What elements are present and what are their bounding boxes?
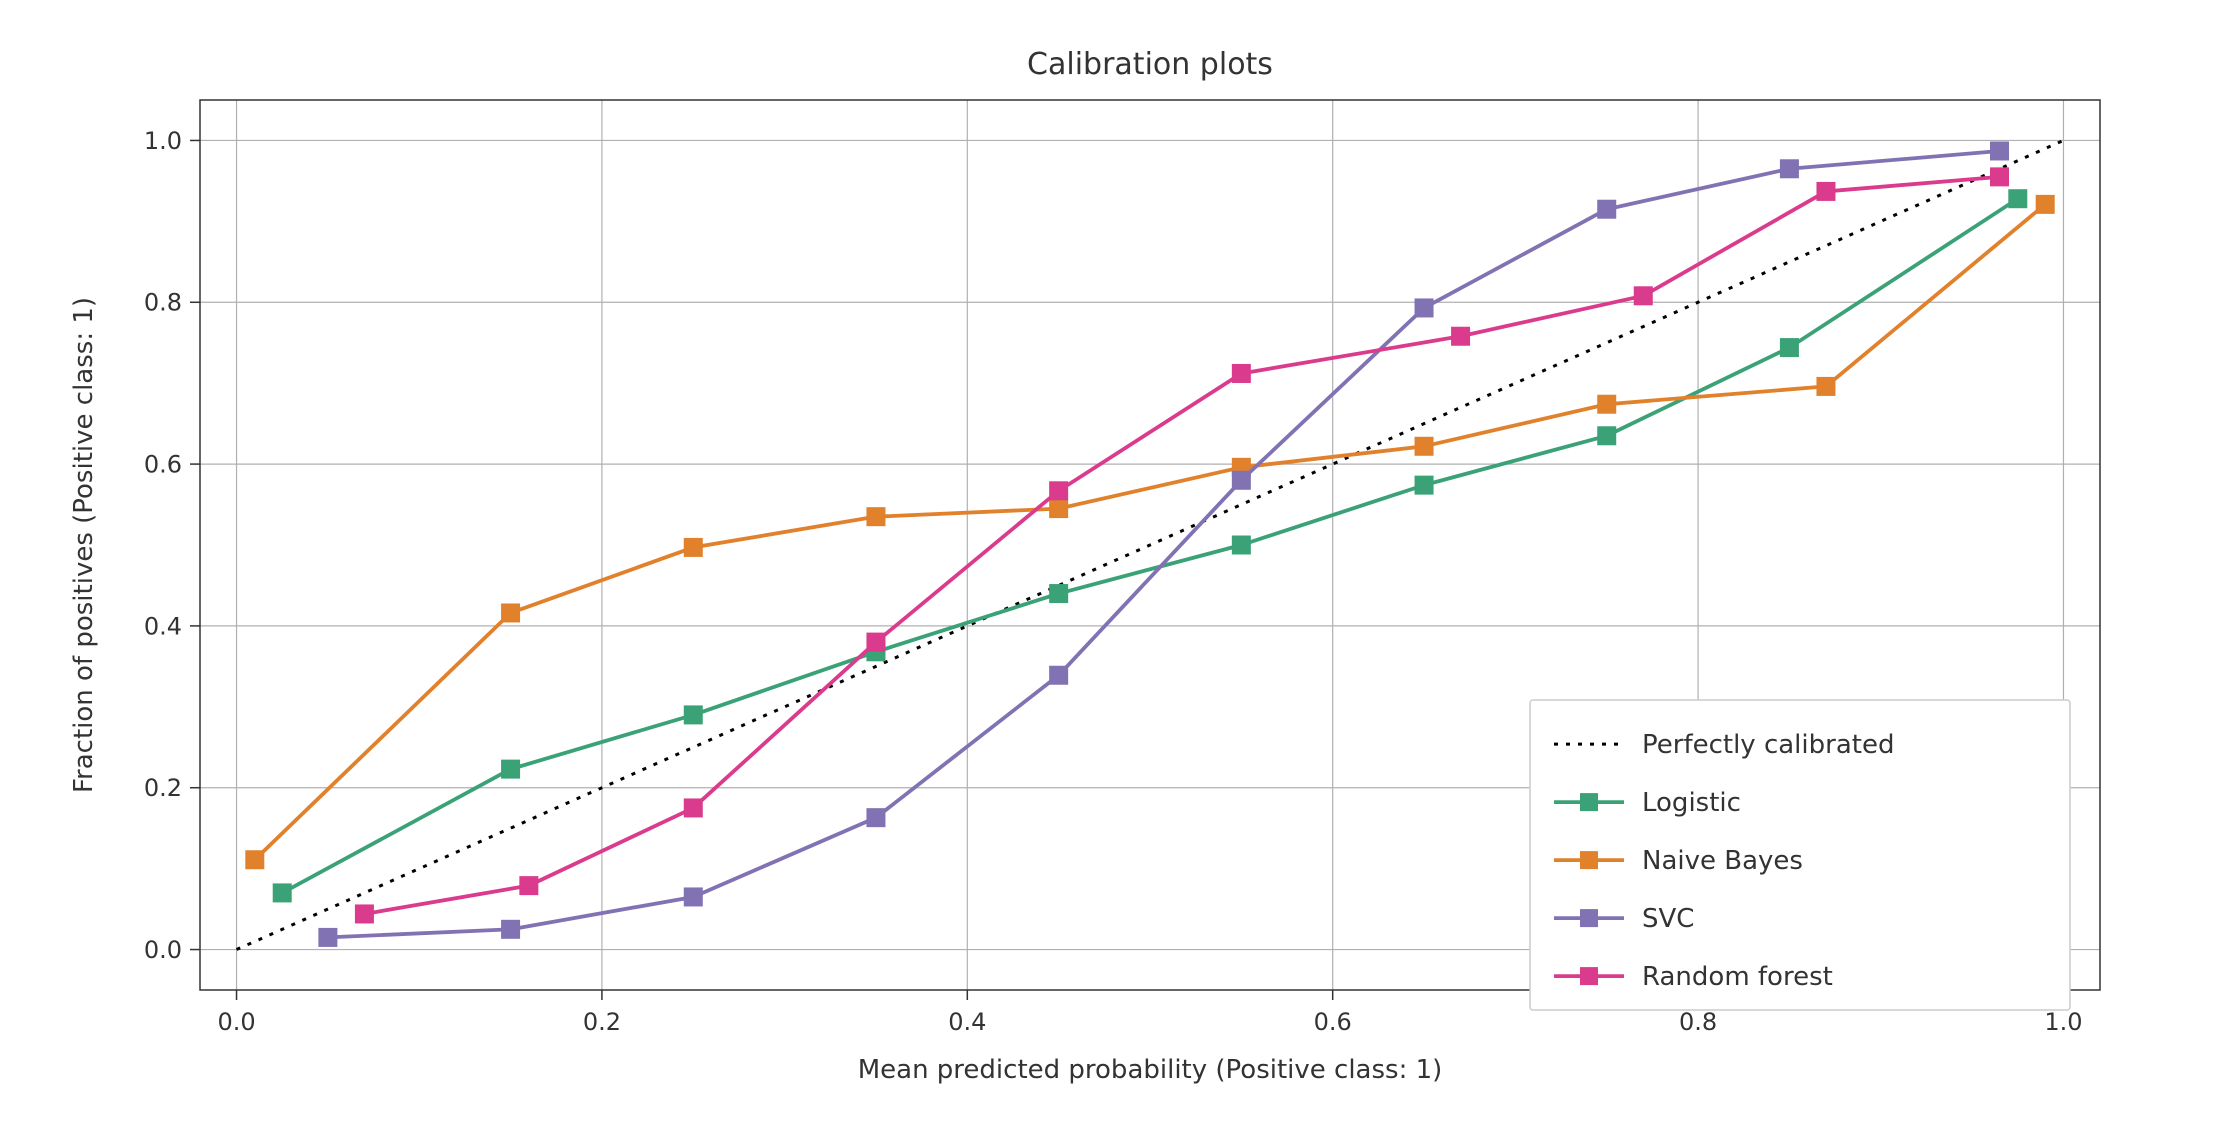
chart-container: { "chart": { "type": "line", "width": 22… (0, 0, 2226, 1124)
series-marker (1050, 666, 1068, 684)
series-marker (1415, 299, 1433, 317)
x-tick-label: 0.2 (583, 1008, 621, 1036)
series-marker (1817, 182, 1835, 200)
x-tick-label: 1.0 (2044, 1008, 2082, 1036)
series-marker (273, 884, 291, 902)
y-tick-label: 1.0 (144, 127, 182, 155)
series-marker (1598, 395, 1616, 413)
legend-label: Naive Bayes (1642, 846, 1803, 876)
legend-label: SVC (1642, 904, 1694, 934)
series-marker (319, 928, 337, 946)
series-marker (1991, 168, 2009, 186)
x-tick-label: 0.0 (217, 1008, 255, 1036)
series-marker (1598, 427, 1616, 445)
series-marker (684, 888, 702, 906)
series-marker (1634, 287, 1652, 305)
series-marker (1415, 476, 1433, 494)
series-marker (502, 920, 520, 938)
x-tick-label: 0.4 (948, 1008, 986, 1036)
x-axis-label: Mean predicted probability (Positive cla… (858, 1055, 1443, 1085)
x-tick-label: 0.8 (1679, 1008, 1717, 1036)
series-marker (1232, 471, 1250, 489)
series-marker (1817, 377, 1835, 395)
chart-title: Calibration plots (1027, 47, 1273, 82)
legend-label: Random forest (1642, 962, 1833, 992)
legend-label: Logistic (1642, 788, 1741, 818)
series-marker (1780, 339, 1798, 357)
legend-label: Perfectly calibrated (1642, 730, 1894, 760)
series-marker (1598, 200, 1616, 218)
series-marker (1780, 160, 1798, 178)
series-marker (502, 604, 520, 622)
calibration-plot: 0.0 0.2 0.4 0.6 0.8 1.0 0.0 0.2 0.4 0.6 0.8 1.0 Cali… (0, 0, 2226, 1124)
series-marker (684, 538, 702, 556)
series-marker (2009, 190, 2027, 208)
series-marker (1050, 585, 1068, 603)
series-marker (867, 508, 885, 526)
series-marker (867, 809, 885, 827)
series-marker (2036, 195, 2054, 213)
series-marker (1991, 142, 2009, 160)
series-marker (1452, 327, 1470, 345)
y-tick-label: 0.6 (144, 450, 182, 478)
series-marker (520, 877, 538, 895)
series-marker (684, 706, 702, 724)
series-marker (502, 760, 520, 778)
series-marker (1415, 437, 1433, 455)
series-marker (1232, 536, 1250, 554)
y-tick-label: 0.8 (144, 289, 182, 317)
series-marker (684, 799, 702, 817)
series-marker (1232, 364, 1250, 382)
series-marker (1050, 500, 1068, 518)
series-marker (246, 851, 264, 869)
series-marker (1050, 482, 1068, 500)
y-tick-label: 0.4 (144, 612, 182, 640)
series-marker (355, 905, 373, 923)
y-tick-label: 0.2 (144, 774, 182, 802)
series-marker (867, 633, 885, 651)
y-axis-label: Fraction of positives (Positive class: 1… (69, 297, 99, 793)
y-tick-label: 0.0 (144, 936, 182, 964)
x-tick-label: 0.6 (1314, 1008, 1352, 1036)
legend: Perfectly calibrated Logistic Naive Bayes S… (1530, 700, 2070, 1010)
